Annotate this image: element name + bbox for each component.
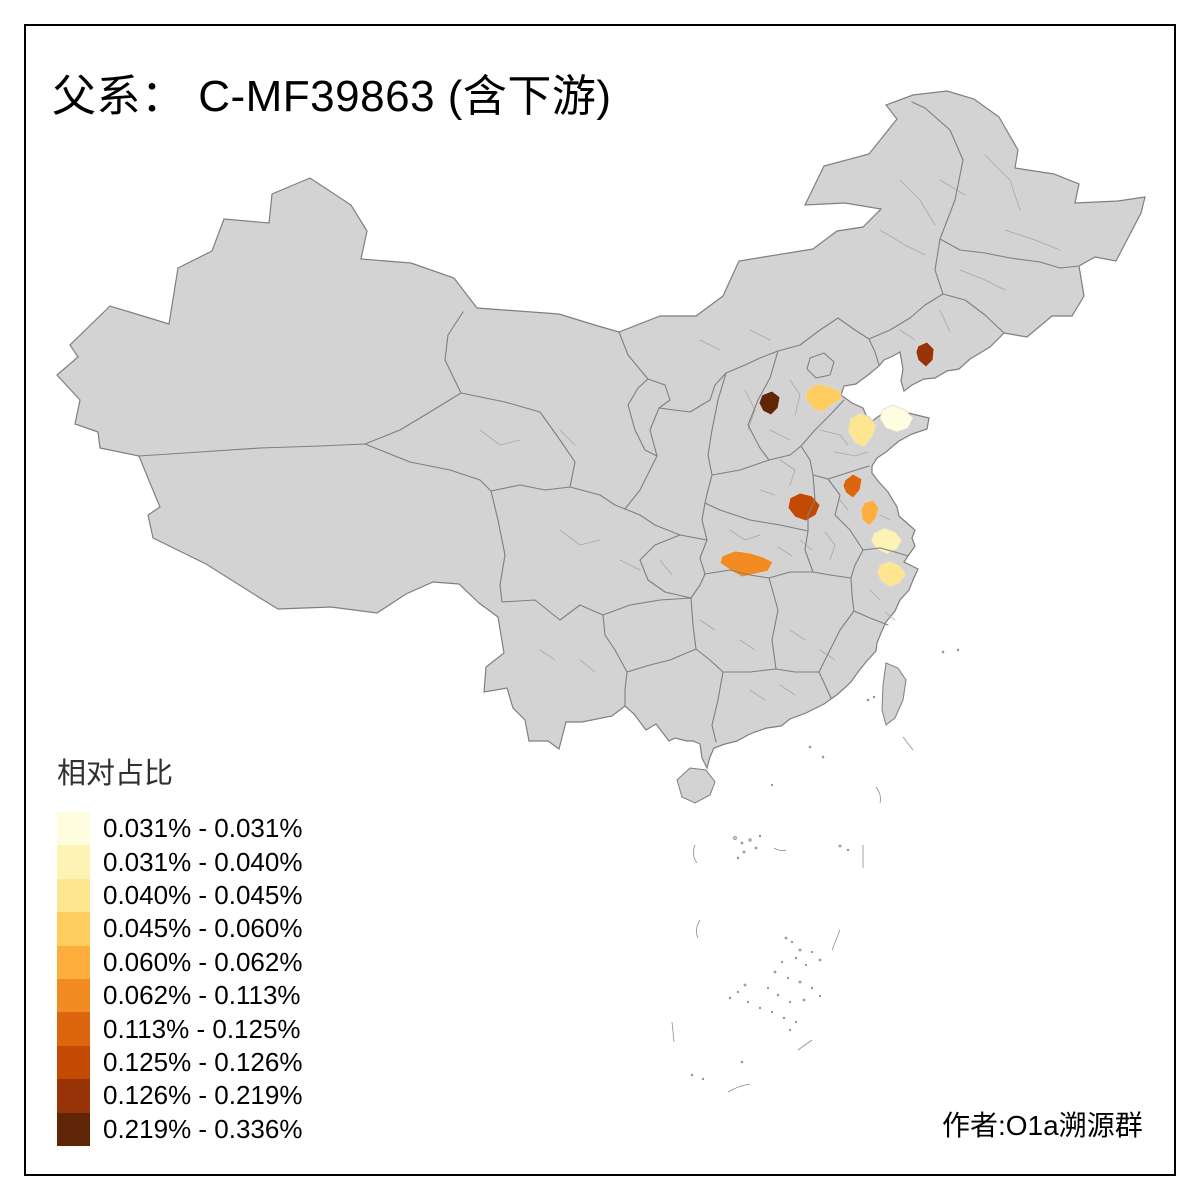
legend-swatch [57,912,90,946]
legend-row: 0.219% - 0.336% [57,1112,303,1146]
legend-title: 相对占比 [57,758,174,790]
legend-row: 0.113% - 0.125% [57,1012,302,1046]
plot-border-frame [24,24,1176,1176]
legend-row: 0.040% - 0.045% [57,878,303,913]
legend-label: 0.060% - 0.062% [103,946,303,977]
legend-rows: 0.031% - 0.031% 0.031% - 0.040% 0.040% - 0… [57,812,302,1146]
map-region-hebei-southwest [758,390,781,416]
legend-label: 0.062% - 0.113% [103,980,301,1011]
map-region-hebei-coast [805,383,843,413]
south-china-sea-islands [671,648,960,1093]
legend-row: 0.031% - 0.031% [57,812,303,846]
map-region-zhejiang-north [876,560,907,588]
legend-swatch [57,1079,90,1113]
legend-row: 0.125% - 0.126% [57,1045,303,1080]
province-borders [138,101,1080,743]
legend-swatch [57,978,90,1013]
legend-label: 0.031% - 0.040% [103,846,303,877]
legend-swatch [57,945,90,979]
legend-swatch [57,1012,90,1046]
legend-swatch [57,1112,90,1146]
map-region-jiangsu-north [842,473,863,499]
legend-label: 0.126% - 0.219% [103,1080,303,1111]
legend-label: 0.045% - 0.060% [103,913,303,944]
page-title: 父系： C-MF39863 (含下游) [52,72,612,121]
taiwan-island [881,662,907,726]
map-region-jiangsu-south [870,527,903,555]
legend-label: 0.219% - 0.336% [103,1113,303,1144]
legend-label: 0.031% - 0.031% [103,813,303,844]
legend-label: 0.113% - 0.125% [103,1013,301,1044]
map-region-shandong-peninsula [879,404,914,433]
prefecture-borders [479,154,1061,701]
legend-label: 0.040% - 0.045% [103,879,303,910]
legend-swatch [57,1045,90,1080]
legend-label: 0.125% - 0.126% [103,1046,303,1077]
map-region-shandong-central [847,412,877,448]
legend-swatch [57,845,90,879]
hainan-island [676,767,716,804]
legend-row: 0.031% - 0.040% [57,845,303,879]
map-region-liaoning [915,341,935,368]
choropleth-regions [719,341,935,588]
map-region-anhui-northwest [787,492,821,522]
legend: 相对占比 0.031% - 0.031% 0.031% - 0.040% 0.040… [57,750,302,1146]
legend-row: 0.126% - 0.219% [57,1079,303,1113]
legend-swatch [57,812,90,846]
map-region-jiangsu-central [860,499,880,527]
legend-swatch [57,878,90,913]
author-credit: 作者:O1a溯源群 [942,1110,1143,1141]
legend-row: 0.062% - 0.113% [57,978,302,1013]
legend-row: 0.045% - 0.060% [57,912,303,946]
legend-row: 0.060% - 0.062% [57,945,303,979]
china-mainland-outline [56,90,1146,770]
